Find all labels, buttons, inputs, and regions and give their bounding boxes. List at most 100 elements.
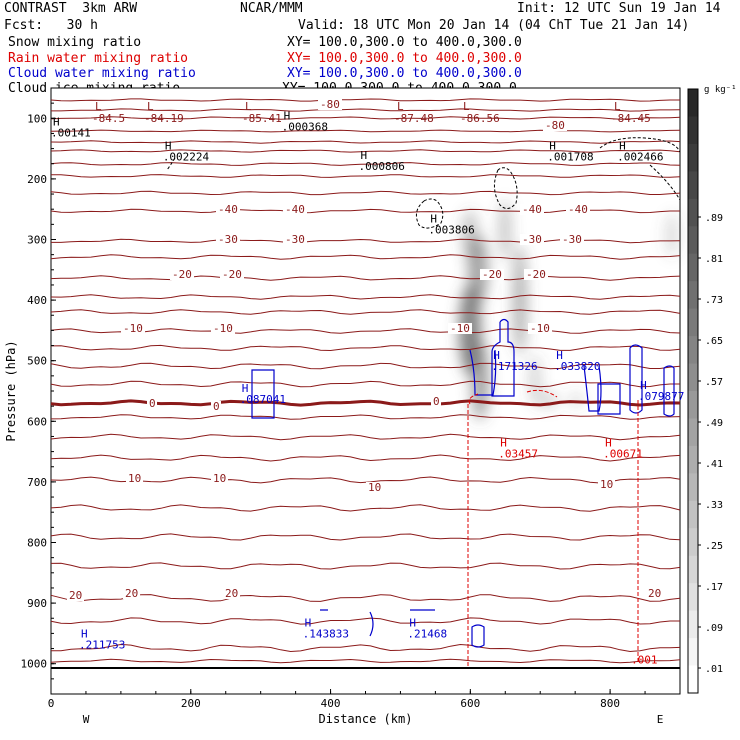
colorbar-bin [688,418,698,447]
isotherm-label-bg [170,269,194,280]
isotherm-label-bg [431,396,441,407]
isotherm-label-bg [480,269,504,280]
isotherm-line [50,414,681,420]
isotherm-line [50,533,681,541]
maximum-marker: H [493,349,500,362]
rain-contour [467,389,639,666]
colorbar-bin [688,198,698,227]
isotherm-line [50,98,680,102]
isotherm-line [50,275,681,281]
colorbar-bin [688,555,698,584]
y-tick-label: 800 [27,537,47,550]
x-tick-label: 600 [460,697,480,710]
isotherm-label: -10 [123,322,143,335]
isotherm-line [50,140,681,144]
colorbar-bin [688,638,698,667]
maximum-marker: H [361,149,368,162]
colorbar-bin [688,665,698,694]
maximum-value: .087041 [240,393,286,406]
isotherm-line [50,643,681,653]
isotherm-line [50,116,681,120]
colorbar-label: .09 [705,623,723,634]
low-marker: L [245,100,252,113]
isotherm-label: -10 [530,322,550,335]
isotherm-label: -80 [545,119,565,132]
valid-time: Valid: 18 UTC Mon 20 Jan 14 (04 ChT Tue … [298,18,690,33]
y-tick-label: 600 [27,415,47,428]
low-value: -86.56 [460,112,500,125]
isotherm-label: -40 [568,203,588,216]
isotherm-label: -30 [285,233,305,246]
isotherm-label-bg [318,99,342,110]
isotherm-line [50,344,681,352]
isotherm-label: 20 [648,587,661,600]
y-tick-label: 900 [27,597,47,610]
east-label: E [657,713,664,726]
y-tick-label: 700 [27,476,47,489]
low-value: -84.45 [611,112,651,125]
snow-contour [415,198,444,229]
isotherm-line [50,294,681,300]
isotherm-label: -20 [526,268,546,281]
isotherm-label-bg [126,473,143,484]
isotherm-label-bg [448,323,472,334]
isotherm-label-bg [598,479,615,490]
x-tick-label: 200 [181,697,201,710]
low-marker: L [614,100,621,113]
isotherm-label: 20 [225,587,238,600]
isotherm-label-bg [223,588,240,599]
isotherm-label-bg [220,269,244,280]
west-label: W [83,713,90,726]
cloud-water-contour [597,383,621,415]
colorbar-bin [688,445,698,474]
isotherm-label-bg [216,234,240,245]
isotherm-label-bg [121,323,145,334]
maximum-value: .03457 [498,448,538,461]
forecast-hour: Fcst: 30 h [4,18,98,33]
colorbar-bin [688,583,698,612]
y-tick-label: 500 [27,355,47,368]
isotherm-label-bg [366,482,383,493]
colorbar-bin [688,89,698,117]
cloud-water-contour [583,365,602,412]
isotherm-label: 20 [69,589,82,602]
isotherm-label: -40 [522,203,542,216]
isotherm-label: -10 [450,322,470,335]
isotherm-line [50,149,681,153]
colorbar-bin [688,473,698,502]
maximum-marker: H [640,379,647,392]
legend-rain-xy: XY= 100.0,300.0 to 400.0,300.0 [287,51,522,66]
snow-shade-blob [499,200,511,260]
maximum-marker: H [556,349,563,362]
maximum-marker: H [605,437,612,450]
isotherm-line [50,562,681,570]
colorbar-bin [688,171,698,200]
colorbar-frame [687,88,699,694]
colorbar-bin [688,363,698,392]
maximum-value: .000368 [282,120,328,133]
maximum-value: .00141 [51,126,91,139]
cloud-water-contour [251,369,275,419]
colorbar-label: .73 [705,295,723,306]
maximum-value: .079877 [638,390,684,403]
isotherm-line [50,433,681,441]
colorbar-label: .65 [705,336,723,347]
isotherm-line [50,309,681,315]
colorbar-bin [688,143,698,172]
maximum-value: .002224 [163,151,210,164]
isotherm-line [50,594,681,602]
colorbar-bin [688,308,698,337]
legend-snow-name: Snow mixing ratio [8,35,142,50]
maximum-marker: H [284,109,291,122]
colorbar-bin [688,610,698,639]
maximum-value: .143833 [303,628,349,641]
cloud-water-contour [491,318,515,397]
legend-cloudwater-xy: XY= 100.0,300.0 to 400.0,300.0 [287,66,522,81]
colorbar-label: .81 [705,254,723,265]
low-value: -84.19 [144,112,184,125]
cloud-water-contour [663,365,675,417]
isotherm-line [50,162,681,166]
maximum-marker: H [549,140,556,153]
colorbar-label: .01 [705,664,723,675]
